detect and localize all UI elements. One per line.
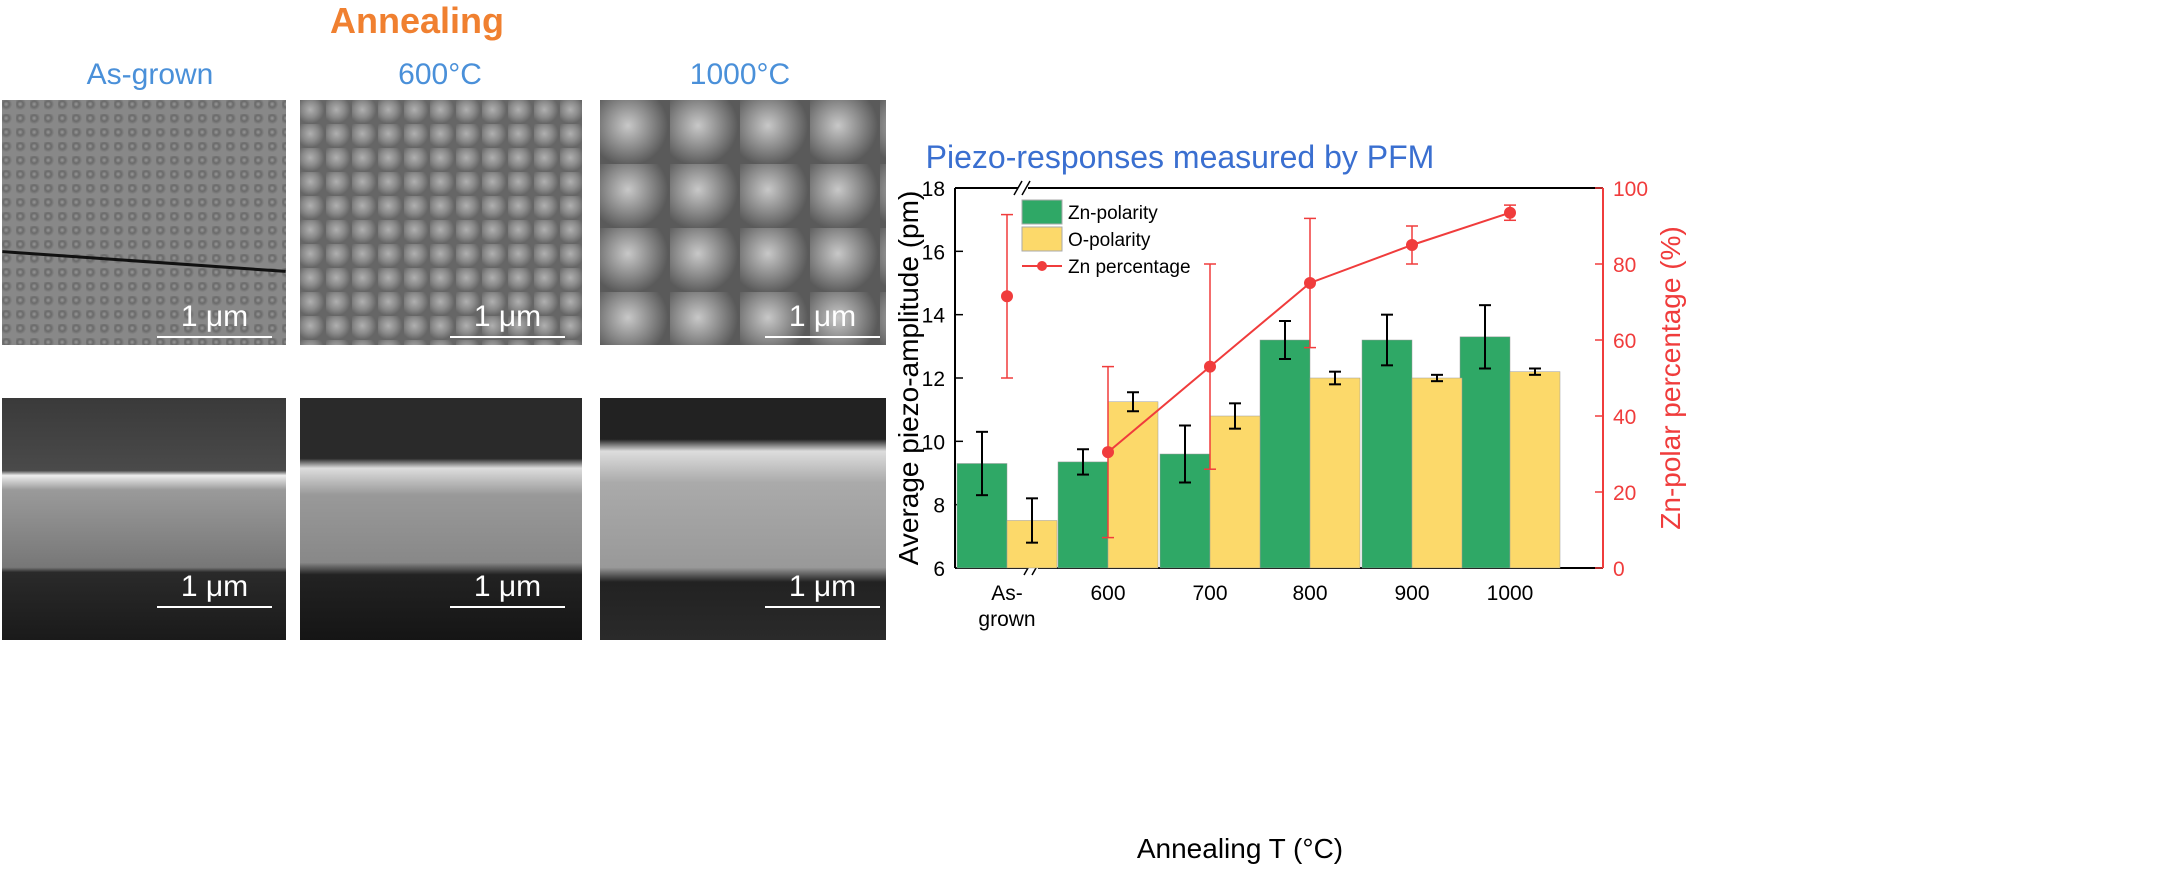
annealing-heading: Annealing bbox=[330, 0, 505, 41]
scale-bar-label: 1 μm bbox=[473, 570, 542, 603]
legend-marker-icon bbox=[1037, 261, 1047, 271]
x-tick-label: 800 bbox=[1292, 582, 1327, 605]
legend-label: O-polarity bbox=[1068, 230, 1151, 251]
scale-bar-label: 1 μm bbox=[788, 570, 857, 603]
scale-bar: 1 μm bbox=[450, 300, 565, 338]
bar-zn-polarity bbox=[1361, 339, 1413, 569]
y-tick-label: 18 bbox=[922, 178, 945, 201]
bar-zn-polarity bbox=[1459, 336, 1511, 569]
sem-cross-as-grown: 1 μm bbox=[2, 398, 286, 640]
sem-top-600c: 1 μm bbox=[300, 100, 582, 345]
scale-bar-label: 1 μm bbox=[788, 300, 857, 333]
x-tick-label: 900 bbox=[1394, 582, 1429, 605]
zn-percentage-point bbox=[1001, 290, 1013, 303]
zn-percentage-point bbox=[1406, 239, 1418, 251]
1000c-label: 1000°C bbox=[689, 58, 791, 91]
600c-label: 600°C bbox=[398, 58, 482, 91]
y-tick-label: 16 bbox=[922, 241, 945, 264]
bar-zn-polarity bbox=[1259, 339, 1311, 569]
y-tick-label: 6 bbox=[933, 558, 945, 581]
y2-tick-label: 100 bbox=[1613, 178, 1648, 201]
scale-bar: 1 μm bbox=[157, 570, 272, 608]
zn-percentage-point bbox=[1204, 360, 1216, 373]
zn-percentage-point bbox=[1304, 277, 1316, 289]
scale-bar: 1 μm bbox=[450, 570, 565, 608]
y2-axis-label: Zn-polar percentage (%) bbox=[1655, 226, 1686, 529]
bar-o-polarity bbox=[1107, 401, 1159, 569]
y-tick-label: 14 bbox=[922, 305, 946, 328]
as-grown-label: As-grown bbox=[86, 58, 214, 91]
scale-bar: 1 μm bbox=[765, 300, 880, 338]
legend-label: Zn-polarity bbox=[1068, 203, 1158, 224]
y-tick-label: 12 bbox=[922, 368, 945, 391]
scale-bar-label: 1 μm bbox=[180, 300, 249, 333]
zn-percentage-point bbox=[1102, 446, 1114, 459]
bar-o-polarity bbox=[1411, 377, 1463, 569]
bar-zn-polarity bbox=[1057, 461, 1109, 569]
y2-tick-label: 20 bbox=[1613, 482, 1636, 505]
y2-tick-label: 40 bbox=[1613, 406, 1636, 429]
sem-top-as-grown: 1 μm bbox=[2, 100, 286, 345]
scale-bar: 1 μm bbox=[765, 570, 880, 608]
y2-tick-label: 60 bbox=[1613, 330, 1636, 353]
y-axis-label: Average piezo-amplitude (pm) bbox=[893, 191, 924, 566]
axis-break-mark bbox=[1013, 180, 1023, 196]
zn-percentage-point bbox=[1504, 206, 1516, 219]
x-tick-label: 1000 bbox=[1487, 582, 1534, 605]
bar-o-polarity bbox=[1209, 415, 1261, 569]
legend-swatch-o-polarity bbox=[1021, 226, 1063, 252]
sem-top-1000c: 1 μm bbox=[600, 100, 886, 345]
y2-tick-label: 0 bbox=[1613, 558, 1625, 581]
y-tick-label: 8 bbox=[933, 495, 945, 518]
axis-break-mark bbox=[1021, 180, 1031, 196]
sem-cross-600c: 1 μm bbox=[300, 398, 582, 640]
scale-bar: 1 μm bbox=[157, 300, 272, 338]
bar-o-polarity bbox=[1509, 371, 1561, 569]
bar-o-polarity bbox=[1309, 377, 1361, 569]
y-tick-label: 10 bbox=[922, 431, 945, 454]
legend-swatch-zn-polarity bbox=[1021, 199, 1063, 225]
x-axis-label: Annealing T (°C) bbox=[1137, 833, 1343, 864]
x-tick-label: grown bbox=[978, 608, 1035, 631]
chart-title: Piezo-responses measured by PFM bbox=[926, 139, 1435, 175]
x-tick-label: 700 bbox=[1192, 582, 1227, 605]
y2-tick-label: 80 bbox=[1613, 254, 1636, 277]
x-tick-label: As- bbox=[991, 582, 1023, 605]
scale-bar-label: 1 μm bbox=[473, 300, 542, 333]
sem-cross-1000c: 1 μm bbox=[600, 398, 886, 640]
scale-bar-label: 1 μm bbox=[180, 570, 249, 603]
x-tick-label: 600 bbox=[1090, 582, 1125, 605]
legend-label: Zn percentage bbox=[1068, 257, 1191, 278]
